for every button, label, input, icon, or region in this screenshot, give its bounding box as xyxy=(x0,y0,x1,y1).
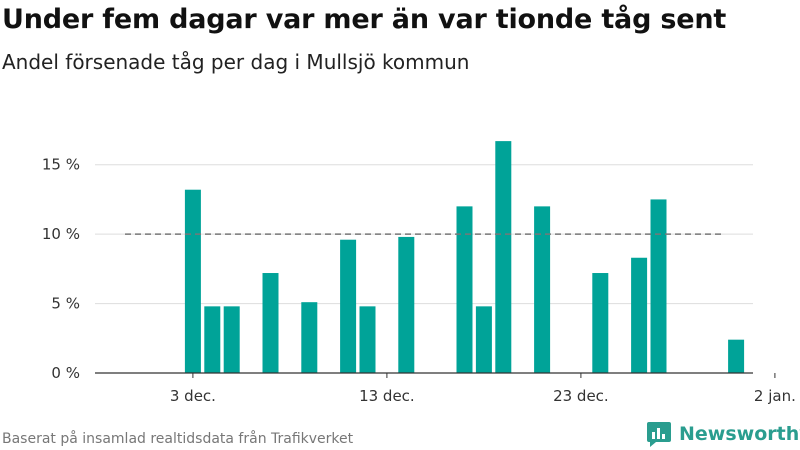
y-tick-label: 5 % xyxy=(51,295,80,313)
bar xyxy=(631,257,648,373)
x-tick-label: 23 dec. xyxy=(553,387,609,405)
x-tick-label: 13 dec. xyxy=(359,387,415,405)
bar xyxy=(184,189,201,373)
bar xyxy=(262,273,279,373)
chart-subtitle: Andel försenade tåg per dag i Mullsjö ko… xyxy=(2,50,470,74)
bar xyxy=(475,306,492,373)
newsworthy-logo-icon xyxy=(647,422,671,447)
bar xyxy=(728,339,745,373)
newsworthy-logo-text: Newsworthy xyxy=(679,423,800,445)
y-tick-label: 0 % xyxy=(51,364,80,382)
bar xyxy=(359,306,376,373)
axes: 0 % 5 % 10 % 15 % 3 dec. 13 dec. 23 dec. 2 jan. xyxy=(42,156,796,405)
x-tick-label: 3 dec. xyxy=(170,387,216,405)
bar xyxy=(204,306,221,373)
bar xyxy=(534,206,551,373)
newsworthy-logo[interactable]: Newsworthy xyxy=(645,420,800,448)
bar xyxy=(456,206,473,373)
bar xyxy=(340,239,357,373)
bars xyxy=(184,141,745,373)
x-tick-label: 2 jan. xyxy=(754,387,796,405)
bar xyxy=(301,302,318,373)
bar xyxy=(592,273,609,373)
y-tick-label: 10 % xyxy=(42,225,80,243)
bar xyxy=(223,306,240,373)
bar xyxy=(650,199,667,373)
source-note: Baserat på insamlad realtidsdata från Tr… xyxy=(2,431,354,447)
bar xyxy=(398,236,415,373)
chart-title: Under fem dagar var mer än var tionde tå… xyxy=(2,4,727,35)
y-tick-label: 15 % xyxy=(42,156,80,174)
bar xyxy=(495,141,512,373)
